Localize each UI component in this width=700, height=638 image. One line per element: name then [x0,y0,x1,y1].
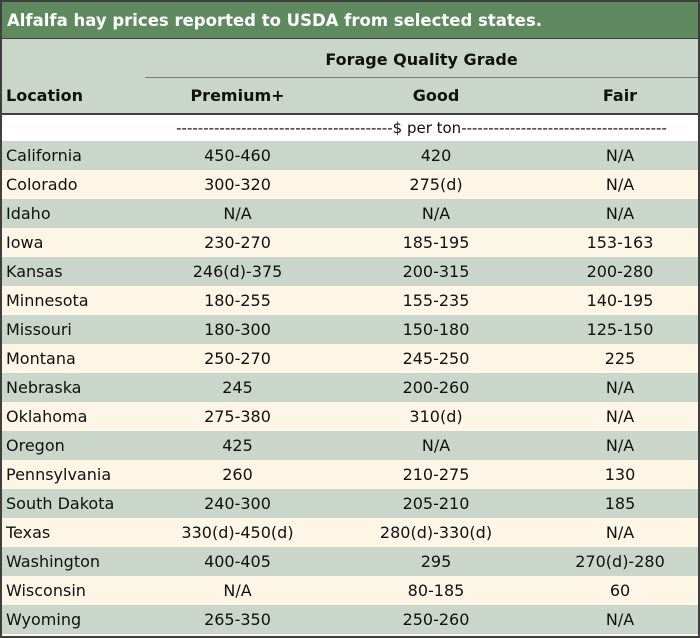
cell-premium: 260 [222,465,253,484]
cell-fair: N/A [605,523,635,542]
cell-location: Wisconsin [6,581,86,600]
cell-fair: 125-150 [586,320,654,339]
cell-premium: N/A [223,204,252,223]
cell-premium: 425 [222,436,253,455]
table-row: Iowa 230-270 185-195 153-163 [2,228,698,257]
cell-location: Montana [6,349,76,368]
cell-location: California [6,146,82,165]
cell-premium: 230-270 [204,233,271,252]
cell-location: Washington [6,552,101,571]
cell-good: 420 [420,146,452,165]
cell-location: Iowa [6,233,44,252]
cell-good: N/A [421,204,451,223]
cell-location: Pennsylvania [6,465,112,484]
units-row: ----------------------------------------… [2,115,698,141]
table-row: Texas 330(d)-450(d) 280(d)-330(d) N/A [2,518,698,547]
cell-location: Oregon [6,436,65,455]
cell-premium: 180-255 [204,291,271,310]
cell-location: Wyoming [6,610,82,629]
cell-fair: N/A [605,175,635,194]
cell-location: Colorado [6,175,78,194]
cell-location: Oklahoma [6,407,88,426]
cell-location: Idaho [6,204,51,223]
table-body: California 450-460 420 N/A Colorado 300-320 27… [2,141,698,634]
cell-premium: 330(d)-450(d) [181,523,294,542]
cell-location: Nebraska [6,378,82,397]
cell-fair: 200-280 [586,262,654,281]
units-label: ----------------------------------------… [176,119,667,137]
table-row: Oklahoma 275-380 310(d) N/A [2,402,698,431]
cell-fair: 270(d)-280 [575,552,665,571]
cell-good: 280(d)-330(d) [379,523,493,542]
cell-location: Missouri [6,320,72,339]
cell-premium: 180-300 [204,320,271,339]
cell-good: 200-315 [402,262,470,281]
column-header-location: Location [6,86,83,105]
cell-good: 185-195 [402,233,470,252]
cell-good: 205-210 [402,494,470,513]
table-row: Wisconsin N/A 80-185 60 [2,576,698,605]
table-row: Kansas 246(d)-375 200-315 200-280 [2,257,698,286]
cell-fair: 225 [604,349,636,368]
cell-premium: 400-405 [204,552,271,571]
table-row: Pennsylvania 260 210-275 130 [2,460,698,489]
cell-location: South Dakota [6,494,115,513]
cell-premium: 450-460 [204,146,271,165]
cell-premium: 275-380 [204,407,271,426]
table-row: Missouri 180-300 150-180 125-150 [2,315,698,344]
table-row: Washington 400-405 295 270(d)-280 [2,547,698,576]
cell-fair: 130 [604,465,636,484]
cell-premium: N/A [223,581,252,600]
cell-premium: 265-350 [204,610,271,629]
cell-fair: N/A [605,204,635,223]
column-header-fair: Fair [602,86,638,105]
cell-fair: 185 [604,494,636,513]
cell-premium: 245 [222,378,253,397]
cell-fair: N/A [605,407,635,426]
table-row: Minnesota 180-255 155-235 140-195 [2,286,698,315]
table-row: South Dakota 240-300 205-210 185 [2,489,698,518]
cell-good: N/A [421,436,451,455]
cell-good: 245-250 [402,349,470,368]
cell-good: 310(d) [409,407,463,426]
table-header: Forage Quality Grade Location Premium+ G… [2,39,698,115]
table-row: Oregon 425 N/A N/A [2,431,698,460]
cell-good: 275(d) [409,175,463,194]
cell-fair: 140-195 [586,291,654,310]
forage-quality-grade-label: Forage Quality Grade [325,50,518,69]
cell-premium: 300-320 [204,175,271,194]
cell-good: 250-260 [402,610,470,629]
column-header-premium: Premium+ [190,86,285,105]
cell-fair: N/A [605,378,635,397]
table-row: Wyoming 265-350 250-260 N/A [2,605,698,634]
cell-premium: 240-300 [204,494,271,513]
cell-good: 150-180 [402,320,470,339]
cell-fair: N/A [605,436,635,455]
cell-fair: 60 [609,581,631,600]
cell-premium: 246(d)-375 [192,262,283,281]
cell-good: 210-275 [402,465,470,484]
cell-fair: N/A [605,146,635,165]
cell-good: 200-260 [402,378,470,397]
table-row: Montana 250-270 245-250 225 [2,344,698,373]
cell-fair: N/A [605,610,635,629]
cell-location: Texas [6,523,51,542]
table-row: Colorado 300-320 275(d) N/A [2,170,698,199]
cell-good: 80-185 [407,581,465,600]
cell-good: 155-235 [402,291,470,310]
column-header-good: Good [412,86,460,105]
table-row: California 450-460 420 N/A [2,141,698,170]
cell-location: Kansas [6,262,63,281]
cell-good: 295 [420,552,452,571]
cell-premium: 250-270 [204,349,271,368]
header-divider [145,77,698,78]
table-row: Idaho N/A N/A N/A [2,199,698,228]
cell-location: Minnesota [6,291,89,310]
cell-fair: 153-163 [586,233,654,252]
table-row: Nebraska 245 200-260 N/A [2,373,698,402]
table-title: Alfalfa hay prices reported to USDA from… [2,2,698,39]
